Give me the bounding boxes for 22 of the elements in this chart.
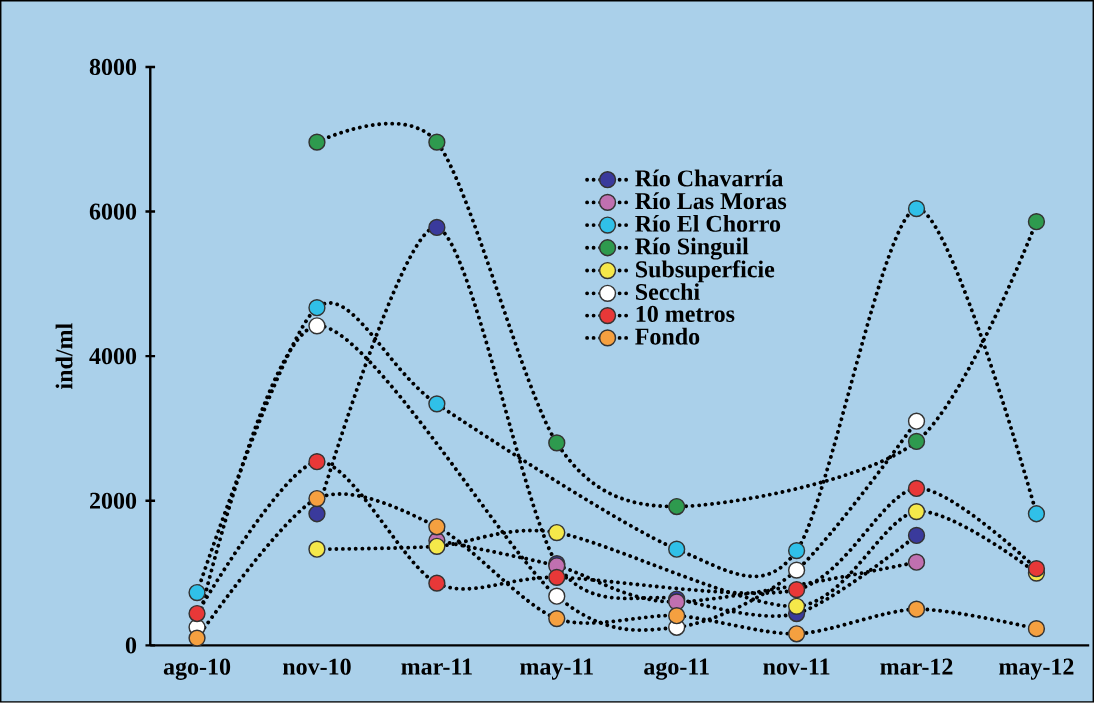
y-tick-label: 8000: [89, 58, 137, 76]
y-tick-label: 0: [125, 637, 137, 654]
x-tick-label: ago-11: [644, 658, 709, 680]
y-axis-title: ind/ml: [55, 323, 73, 390]
legend-label: Subsuperficie: [636, 260, 775, 283]
legend-label: Río Las Moras: [635, 192, 787, 210]
legend-label: Fondo: [635, 327, 700, 345]
legend-label: Río Chavarría: [635, 169, 784, 187]
y-tick-label: 4000: [89, 348, 137, 365]
y-tick-label: 2000: [90, 492, 137, 509]
legend-label: 10 metros: [636, 305, 735, 323]
x-tick-label: ago-10: [163, 658, 231, 681]
y-tick-label: 6000: [89, 203, 137, 220]
x-tick-label: mar-12: [880, 658, 953, 675]
x-tick-label: may-11: [520, 658, 593, 680]
legend-label: Río Singuil: [635, 237, 749, 260]
legend-label: Secchi: [636, 283, 700, 301]
x-tick-label: mar-11: [401, 658, 472, 675]
x-tick-label: may-12: [999, 658, 1074, 680]
x-tick-label: nov-10: [282, 658, 351, 675]
legend-label: Río El Chorro: [635, 215, 781, 232]
x-tick-label: nov-11: [763, 658, 830, 675]
